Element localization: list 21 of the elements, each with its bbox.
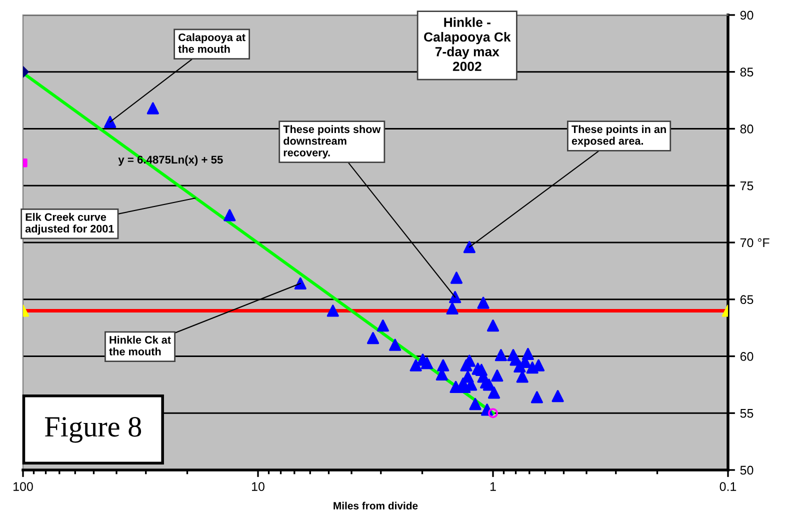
- y-tick-label: 90: [740, 10, 754, 20]
- x-tick-label: 0.1: [720, 482, 736, 491]
- y-tick-label: 55: [740, 409, 754, 418]
- y-tick-label: 85: [740, 68, 754, 77]
- annotation: Elk Creek curve adjusted for 2001: [25, 212, 114, 235]
- annotation: These points in an exposed area.: [572, 125, 666, 147]
- annotation: These points show downstream recovery.: [283, 125, 381, 159]
- y-tick-label: 70 °F: [740, 238, 770, 248]
- x-tick-label: 1: [490, 482, 496, 491]
- y-tick-label: 75: [740, 182, 754, 190]
- y-tick-label: 80: [740, 124, 754, 134]
- annotation: Figure 8: [44, 417, 142, 443]
- annotation: Calapooya at the mouth: [178, 33, 246, 53]
- y-tick-label: 60: [740, 352, 754, 361]
- x-axis-title: Miles from divide: [334, 502, 418, 510]
- text: Hinkle - Calapooya Ck 7-day max 2002: [424, 17, 511, 72]
- x-tick-label: 10: [252, 482, 264, 491]
- annotation: Hinkle Ck at the mouth: [109, 336, 171, 356]
- x-tick-label: 100: [14, 482, 33, 491]
- y-tick-label: 50: [740, 466, 754, 475]
- y-tick-label: 65: [740, 295, 754, 304]
